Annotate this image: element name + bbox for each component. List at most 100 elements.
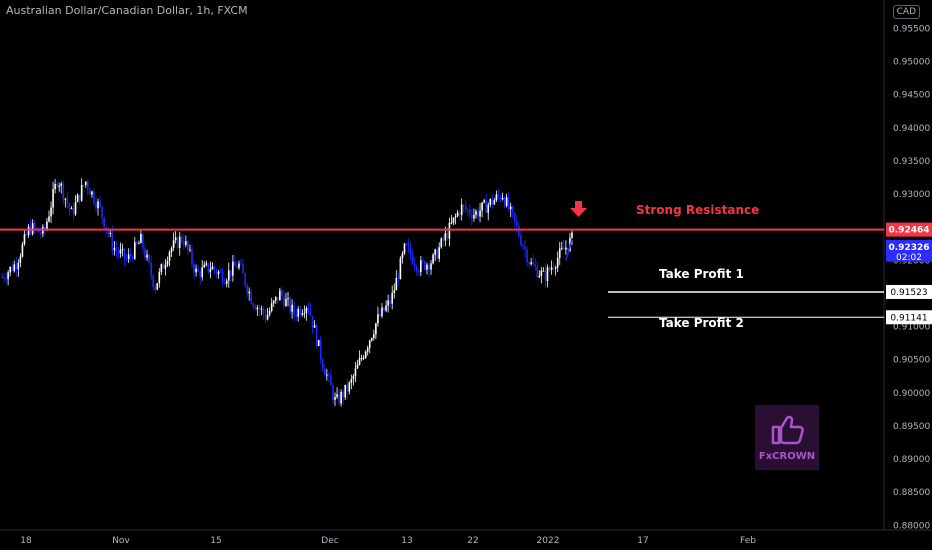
candle-body	[368, 340, 371, 348]
candle-body	[370, 337, 373, 341]
candle-body	[338, 394, 340, 404]
candle-body	[530, 262, 532, 265]
time-axis[interactable]: 18 Nov 15 Dec 13 22 2022 17 Feb	[0, 529, 932, 546]
candle-body	[168, 252, 171, 261]
candle-body	[432, 254, 434, 264]
candle-body	[176, 237, 179, 249]
y-tick-label: 0.90500	[893, 356, 930, 366]
candle-body	[234, 261, 236, 266]
resistance-price-text: 0.92464	[889, 226, 930, 236]
candle-body	[454, 216, 457, 218]
candle-body	[548, 267, 551, 270]
candle-body	[448, 222, 451, 239]
x-tick-label: 22	[467, 536, 478, 546]
candle-body	[362, 357, 365, 359]
candle-body	[150, 262, 152, 276]
candle-body	[246, 285, 248, 294]
candle-body	[315, 325, 318, 346]
candle-body	[209, 269, 212, 272]
candle-body	[127, 254, 130, 260]
candle-body	[495, 194, 498, 201]
candle-body	[344, 384, 347, 398]
candle-body	[129, 254, 132, 257]
candle-body	[223, 282, 226, 284]
candle-body	[125, 258, 128, 260]
candle-body	[264, 314, 267, 320]
candle-body	[524, 246, 526, 250]
candle-body	[342, 391, 344, 398]
candle-body	[272, 300, 275, 304]
candle-body	[144, 248, 146, 258]
candle-body	[105, 227, 107, 230]
candle-body	[193, 263, 195, 273]
candle-body	[522, 244, 524, 247]
candle-body	[397, 277, 400, 280]
candle-body	[7, 272, 9, 280]
candle-body	[356, 364, 359, 369]
candle-body	[119, 249, 122, 254]
candle-body	[11, 266, 14, 272]
currency-button[interactable]: CAD	[892, 5, 920, 19]
candle-body	[501, 197, 504, 200]
candle-body	[511, 206, 514, 213]
candle-body	[442, 238, 445, 241]
candle-body	[542, 270, 545, 272]
candle-body	[487, 204, 490, 213]
candle-body	[352, 376, 355, 379]
candle-body	[54, 184, 56, 190]
candle-body	[48, 216, 50, 222]
candle-body	[113, 248, 116, 251]
candle-body	[375, 323, 377, 335]
candle-body	[213, 266, 216, 271]
candle-body	[532, 262, 534, 265]
candle-body	[13, 264, 16, 272]
candle-body	[64, 198, 67, 200]
candle-body	[438, 247, 441, 259]
thumbs-up-icon	[771, 415, 804, 445]
y-tick-label: 0.95000	[893, 58, 930, 68]
candle-body	[544, 270, 547, 281]
candle-body	[503, 197, 506, 207]
price-axis[interactable]: 0.95500 0.95000 0.94500 0.94000 0.93500 0.930…	[883, 0, 930, 531]
candle-body	[563, 247, 565, 250]
candle-body	[87, 181, 89, 190]
candle-body	[250, 291, 253, 304]
candle-body	[21, 244, 24, 257]
candle-body	[103, 217, 105, 228]
candle-body	[473, 215, 475, 219]
y-tick-label: 0.89500	[893, 422, 930, 432]
candle-body	[393, 290, 396, 293]
candle-body	[262, 308, 265, 315]
y-tick-label: 0.88000	[893, 521, 930, 531]
candle-body	[244, 273, 246, 286]
y-tick-label: 0.88500	[893, 488, 930, 498]
candle-body	[319, 339, 322, 360]
candle-body	[187, 241, 189, 250]
candle-body	[399, 258, 402, 280]
candle-body	[328, 374, 330, 376]
candle-body	[211, 266, 214, 270]
candle-body	[509, 206, 512, 210]
symbol-title[interactable]: Australian Dollar/Canadian Dollar, 1h, F…	[6, 4, 248, 17]
x-tick-label: Feb	[740, 536, 756, 546]
candle-body	[232, 261, 234, 276]
y-tick-label: 0.94500	[893, 91, 930, 101]
candle-body	[340, 391, 342, 404]
candle-body	[191, 249, 193, 264]
candle-body	[158, 271, 161, 284]
candles-group	[1, 178, 573, 407]
candle-body	[556, 257, 559, 268]
candle-body	[464, 205, 467, 210]
tp1-price-tag: 0.91523	[886, 284, 932, 299]
candle-body	[35, 228, 38, 230]
candle-body	[183, 241, 185, 246]
candle-body	[513, 212, 516, 221]
candle-body	[422, 260, 424, 262]
candle-body	[156, 283, 159, 290]
candle-body	[462, 204, 465, 206]
candle-body	[107, 229, 110, 234]
logo-text: FxCROWN	[758, 451, 816, 462]
candle-body	[74, 202, 77, 215]
candle-body	[336, 394, 338, 398]
